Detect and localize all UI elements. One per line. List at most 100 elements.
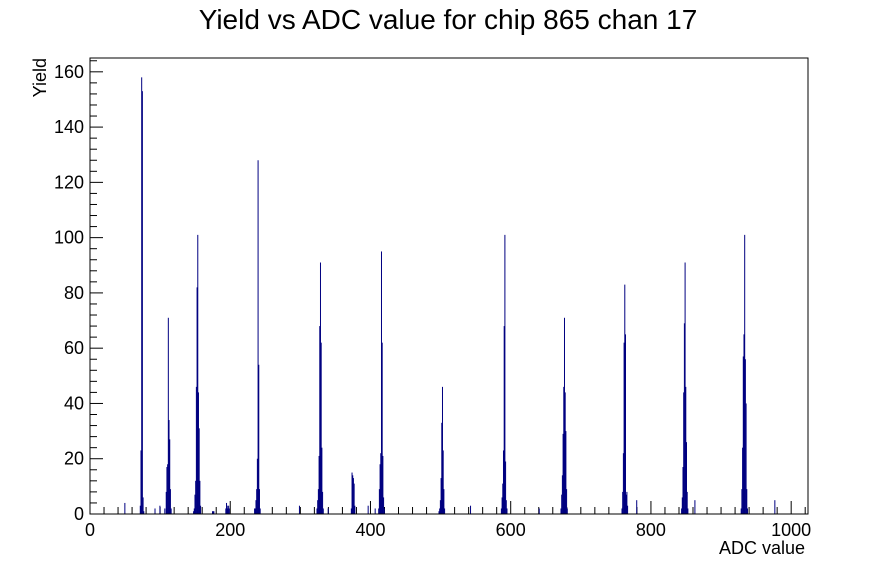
histogram-bin <box>439 500 441 514</box>
x-tick-label: 800 <box>636 520 666 540</box>
histogram-bin <box>682 467 684 514</box>
histogram-bin <box>505 500 507 514</box>
histogram-bin <box>197 392 199 514</box>
histogram-bin <box>166 467 168 514</box>
histogram-bin <box>317 489 319 514</box>
histogram-bin <box>683 392 685 514</box>
histogram-bin <box>354 505 356 514</box>
histogram-bin <box>440 478 442 514</box>
x-tick-label: 200 <box>215 520 245 540</box>
histogram-bin <box>198 428 200 514</box>
histogram-bin <box>684 262 686 514</box>
histogram-bin <box>193 511 195 514</box>
histogram-bin <box>140 450 142 514</box>
histogram-bin <box>746 508 748 514</box>
y-tick-label: 40 <box>64 393 84 413</box>
histogram-bin <box>320 342 322 514</box>
histogram-bin <box>626 491 628 514</box>
histogram-bin <box>439 508 441 514</box>
histogram-bin <box>686 491 688 514</box>
histogram-bin <box>681 508 683 514</box>
histogram-bin <box>200 505 202 514</box>
histogram-bin <box>227 508 229 514</box>
histogram-bin <box>504 234 506 514</box>
histogram-bin <box>322 508 324 514</box>
histogram-bin <box>744 359 746 514</box>
histogram-bin <box>625 494 627 514</box>
histogram-bin <box>380 453 382 514</box>
histogram-bin <box>636 500 638 514</box>
histogram-bin <box>621 508 623 514</box>
histogram-bin <box>566 508 568 514</box>
histogram-bin <box>441 386 443 514</box>
histogram-bin <box>442 450 444 514</box>
y-tick-label: 0 <box>74 504 84 524</box>
histogram-bin <box>168 420 170 514</box>
histogram-bins <box>124 77 776 515</box>
histogram-bin <box>538 508 540 514</box>
histogram-bin <box>170 508 172 514</box>
histogram-bin <box>624 284 626 514</box>
histogram-bin <box>193 508 195 514</box>
histogram-bin <box>259 508 261 514</box>
histogram-bin <box>378 489 380 514</box>
histogram-bin <box>159 505 161 514</box>
histogram-bin <box>441 422 443 514</box>
histogram-bin <box>353 483 355 514</box>
histogram-bin <box>561 475 563 514</box>
y-tick-label: 160 <box>54 62 84 82</box>
histogram-bin <box>443 489 445 514</box>
histogram-bin <box>256 458 258 514</box>
histogram-bin <box>627 505 629 514</box>
histogram-bin <box>502 483 504 514</box>
histogram-bin <box>255 500 257 514</box>
histogram-bin <box>212 511 214 514</box>
histogram-bin <box>257 160 259 514</box>
histogram-bin <box>503 326 505 514</box>
histogram-bin <box>167 464 169 514</box>
histogram-bin <box>225 508 227 514</box>
y-tick-label: 80 <box>64 283 84 303</box>
histogram-bin <box>566 489 568 514</box>
histogram-bin <box>746 489 748 514</box>
histogram-bin <box>319 262 321 514</box>
histogram-bin <box>685 442 687 514</box>
histogram-bin <box>351 472 353 514</box>
histogram-bin <box>350 508 352 514</box>
histogram-bin <box>143 511 145 514</box>
histogram-bin <box>438 511 440 514</box>
histogram-bin <box>254 508 256 514</box>
histogram-bin <box>742 356 744 514</box>
histogram-bin <box>685 386 687 514</box>
histogram-bin <box>316 508 318 514</box>
x-tick-label: 1000 <box>771 520 811 540</box>
histogram-bin <box>505 461 507 514</box>
y-tick-label: 100 <box>54 228 84 248</box>
histogram-bin <box>141 77 143 514</box>
histogram-bin <box>226 505 228 514</box>
x-tick-label: 0 <box>85 520 95 540</box>
histogram-bin <box>380 251 382 515</box>
histogram-bin <box>382 455 384 514</box>
histogram-bin <box>383 497 385 514</box>
histogram-bin <box>470 505 472 514</box>
histogram-bin <box>318 455 320 514</box>
histogram-bin <box>562 433 564 514</box>
histogram-bin <box>226 502 228 514</box>
y-tick-label: 20 <box>64 449 84 469</box>
histogram-bin <box>352 475 354 514</box>
x-tick-label: 400 <box>355 520 385 540</box>
histogram-bin <box>228 505 230 514</box>
histogram-bin <box>444 508 446 514</box>
histogram-bin <box>745 403 747 514</box>
chart-title: Yield vs ADC value for chip 865 chan 17 <box>199 4 698 35</box>
histogram-bin <box>196 287 198 514</box>
histogram-bin <box>681 497 683 514</box>
histogram-bin <box>694 500 696 514</box>
histogram-bin <box>743 334 745 514</box>
histogram-bin <box>367 505 369 514</box>
histogram-bin <box>321 447 323 514</box>
histogram-bin <box>687 508 689 514</box>
histogram-bin <box>256 489 258 514</box>
histogram-bin <box>327 508 329 514</box>
